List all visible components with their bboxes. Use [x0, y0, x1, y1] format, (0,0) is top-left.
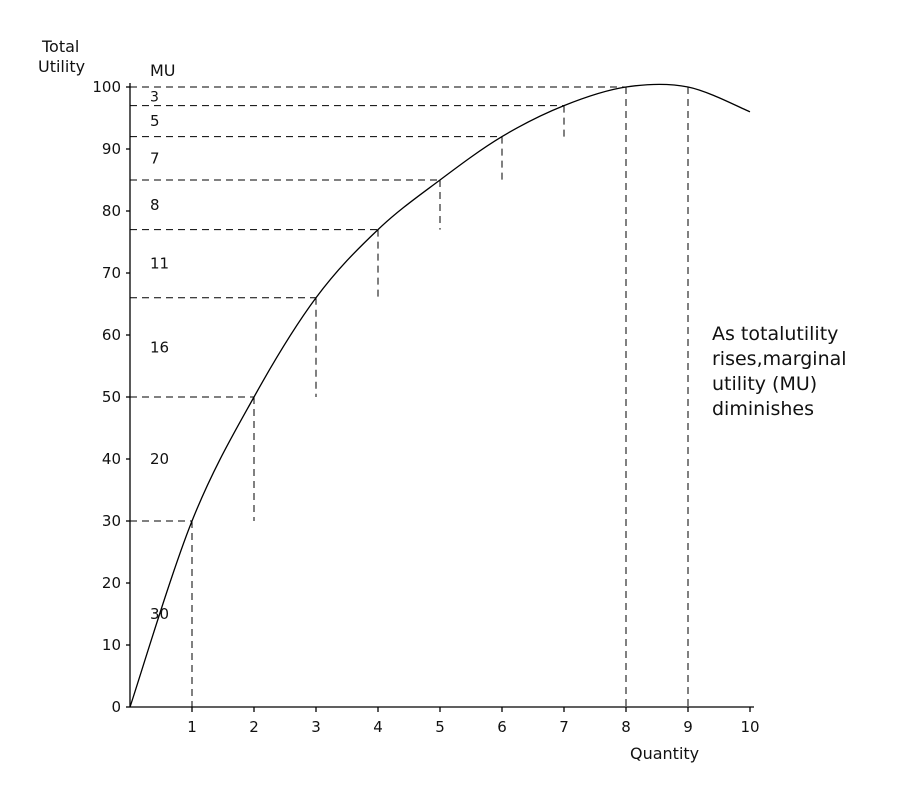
- y-tick-label: 30: [102, 512, 121, 530]
- x-tick-label: 8: [621, 718, 631, 736]
- y-tick-label: 90: [102, 140, 121, 158]
- annotation: As totalutility rises,marginal utility (…: [712, 323, 847, 420]
- x-tick-label: 10: [740, 718, 759, 736]
- guide-lines: [130, 86, 689, 707]
- y-tick-label: 70: [102, 264, 121, 282]
- mu-label: 8: [150, 196, 160, 214]
- x-tick-label: 6: [497, 718, 507, 736]
- y-tick-label: 10: [102, 636, 121, 654]
- y-axis-title-line-2: Utility: [38, 57, 85, 76]
- annotation-line: utility (MU): [712, 373, 817, 395]
- x-tick-label: 5: [435, 718, 445, 736]
- annotation-line: diminishes: [712, 398, 814, 420]
- mu-label: 7: [150, 149, 160, 167]
- x-tick-labels: 1 2 3 4 5 6 7 8 9 10: [187, 707, 760, 736]
- x-tick-label: 7: [559, 718, 569, 736]
- annotation-line: As totalutility: [712, 323, 838, 345]
- y-tick-label: 20: [102, 574, 121, 592]
- mu-label: 5: [150, 112, 160, 130]
- mu-label: 3: [150, 89, 159, 105]
- x-tick-label: 9: [683, 718, 693, 736]
- annotation-line: rises,marginal: [712, 348, 847, 370]
- mu-labels: 30 20 16 11 8 7 5 3: [150, 89, 169, 623]
- y-tick-label: 0: [111, 698, 121, 716]
- mu-label: 11: [150, 255, 169, 273]
- x-tick-label: 3: [311, 718, 321, 736]
- mu-header: MU: [150, 61, 176, 80]
- y-tick-label: 80: [102, 202, 121, 220]
- x-tick-label: 1: [187, 718, 197, 736]
- y-tick-label: 100: [92, 78, 121, 96]
- mu-label: 20: [150, 450, 169, 468]
- y-axis-title-line-1: Total: [41, 37, 79, 56]
- y-tick-labels: 0 10 20 30 40 50 60 70 80 90 100: [92, 78, 130, 716]
- mu-label: 30: [150, 605, 169, 623]
- y-tick-label: 40: [102, 450, 121, 468]
- y-tick-label: 50: [102, 388, 121, 406]
- mu-label: 16: [150, 338, 169, 356]
- y-tick-label: 60: [102, 326, 121, 344]
- total-utility-curve: [129, 83, 751, 708]
- x-tick-label: 2: [249, 718, 259, 736]
- x-tick-label: 4: [373, 718, 383, 736]
- axes: [129, 83, 754, 708]
- x-axis-title: Quantity: [630, 744, 699, 763]
